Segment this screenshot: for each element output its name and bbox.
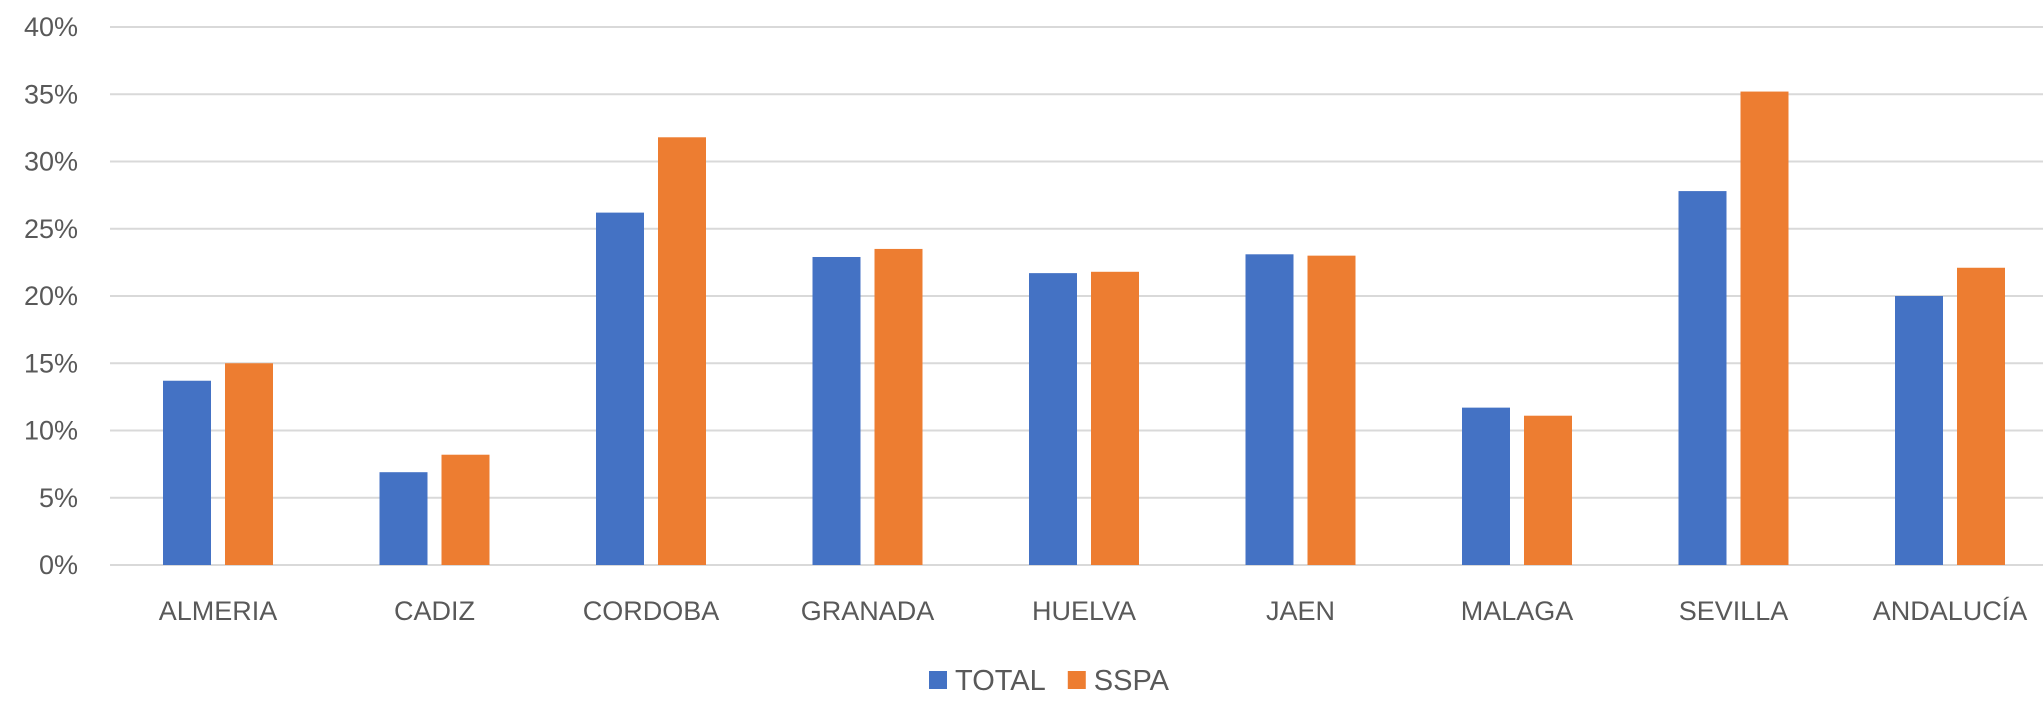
bar-total-cordoba — [596, 212, 644, 566]
y-tick-label: 5% — [39, 483, 78, 513]
y-tick-label: 35% — [24, 79, 78, 109]
bar-sspa-huelva — [1091, 271, 1139, 565]
bar-sspa-sevilla — [1740, 91, 1789, 565]
legend-swatch-total — [929, 671, 947, 689]
y-tick-label: 40% — [24, 12, 78, 42]
legend-label-total: TOTAL — [955, 665, 1046, 697]
bar-sspa-jaen — [1307, 255, 1356, 565]
bar-sspa-almeria — [225, 363, 273, 565]
bar-total-granada — [812, 256, 861, 565]
bar-sspa-cadiz — [441, 454, 490, 565]
bar-sspa-andalucía — [1957, 267, 2005, 565]
x-tick-label: HUELVA — [1032, 596, 1136, 626]
bar-total-andalucía — [1895, 296, 1943, 565]
bar-total-jaen — [1245, 254, 1294, 565]
x-tick-label: GRANADA — [801, 596, 935, 626]
y-tick-label: 25% — [24, 214, 78, 244]
bar-total-huelva — [1029, 273, 1077, 565]
y-axis-ticks: 0% 5% 10% 15% 20% 25% 30% 35% 40% — [24, 12, 78, 580]
x-tick-label: CADIZ — [394, 596, 475, 626]
bar-total-malaga — [1462, 407, 1510, 565]
legend-swatch-sspa — [1067, 671, 1086, 689]
y-tick-label: 20% — [24, 281, 78, 311]
x-tick-label: SEVILLA — [1679, 596, 1789, 626]
x-tick-label: ALMERIA — [159, 596, 278, 626]
bar-total-sevilla — [1678, 191, 1727, 565]
bar-sspa-malaga — [1524, 415, 1572, 565]
bars — [163, 91, 2005, 566]
y-tick-label: 10% — [24, 416, 78, 446]
bar-sspa-cordoba — [658, 137, 706, 566]
y-tick-label: 30% — [24, 147, 78, 177]
y-tick-label: 0% — [39, 550, 78, 580]
y-tick-label: 15% — [24, 348, 78, 378]
bar-total-almeria — [163, 380, 211, 565]
bar-sspa-granada — [874, 248, 923, 566]
x-tick-label: JAEN — [1266, 596, 1335, 626]
x-tick-label: ANDALUCÍA — [1873, 596, 2028, 626]
legend-label-sspa: SSPA — [1094, 665, 1170, 697]
x-axis-ticks: ALMERIA CADIZ CORDOBA GRANADA HUELVA JAEN MALA… — [159, 596, 2028, 626]
x-tick-label: CORDOBA — [583, 596, 720, 626]
legend: TOTAL SSPA — [929, 665, 1170, 697]
x-tick-label: MALAGA — [1461, 596, 1574, 626]
bar-total-cadiz — [379, 472, 428, 565]
